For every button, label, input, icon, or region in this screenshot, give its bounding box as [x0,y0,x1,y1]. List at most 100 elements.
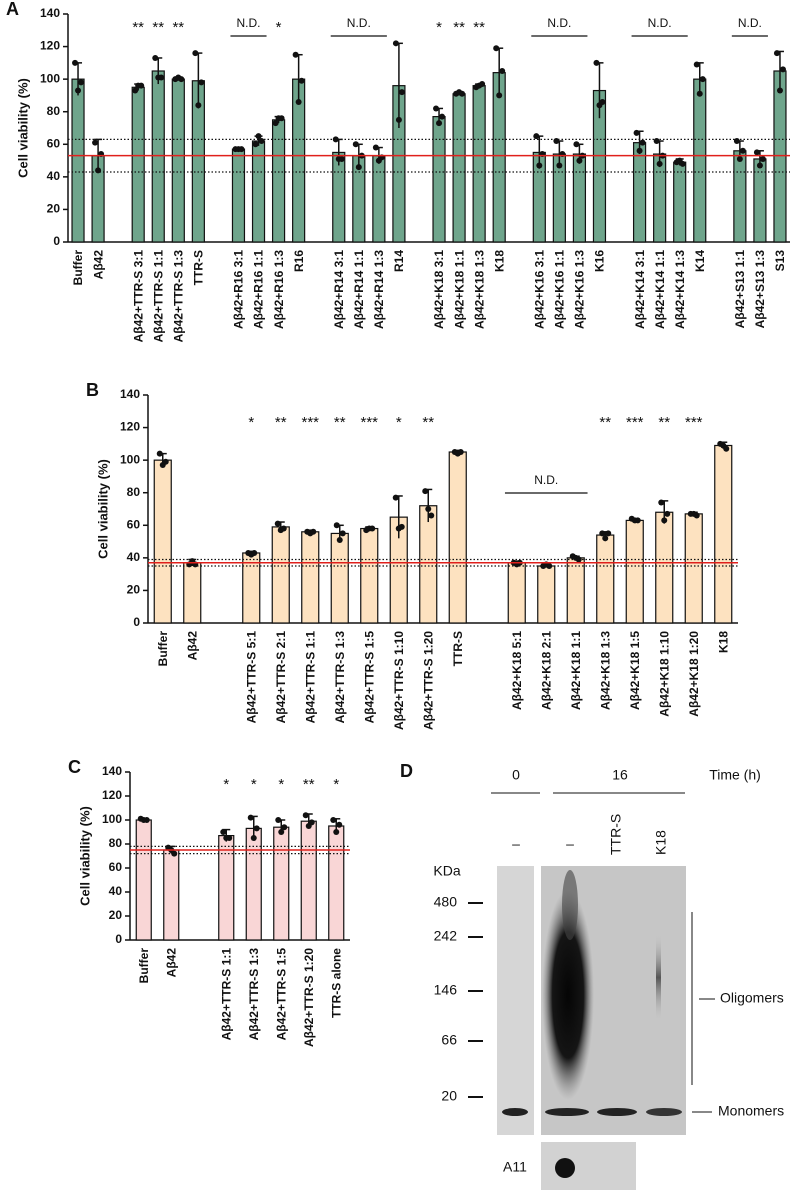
unit-label: KDa [433,863,460,879]
x-tick-label: Aβ42+K18 1:10 [657,631,671,717]
significance: ** [172,19,184,36]
nd-label: N.D. [237,16,261,30]
data-point [274,520,281,527]
x-tick-label: Aβ42+R14 1:1 [352,250,366,329]
band [545,1108,589,1116]
data-point [338,155,345,162]
x-tick-label: Aβ42+TTR-S 1:1 [151,250,165,343]
data-point [602,535,609,542]
significance: * [333,776,339,793]
bar [71,78,85,243]
data-point [398,523,405,530]
data-point [252,141,259,148]
data-point [247,814,254,821]
y-tick-label: 100 [120,452,140,466]
x-tick-label: TTR-S [451,631,465,666]
data-point [605,530,612,537]
data-point [633,129,640,136]
data-point [143,817,150,823]
data-point [158,74,165,81]
x-tick-label: Aβ42+K14 3:1 [633,250,647,329]
x-tick-label: Aβ42+TTR-S 1:3 [171,250,185,343]
data-point [723,445,730,452]
data-point [658,499,665,506]
y-tick-label: 120 [120,420,140,434]
bar [151,70,165,243]
bar [171,78,185,243]
bar [566,557,585,624]
data-point [280,525,287,532]
x-tick-label: Aβ42+R16 1:3 [272,250,286,329]
data-point [699,76,706,83]
bar [273,826,290,941]
x-tick-label: K18 [716,631,730,653]
x-tick-label: Aβ42+R14 3:1 [332,250,346,329]
y-axis-label: Cell viability (%) [95,459,110,559]
data-point [395,116,402,123]
y-tick-label: 60 [47,136,61,150]
blot-lane [497,866,534,1135]
data-point [220,829,227,835]
band [502,1108,528,1116]
data-point [759,155,766,162]
data-point [736,155,743,162]
x-tick-label: Aβ42+TTR-S 1:5 [362,631,376,724]
data-point [226,835,233,841]
data-point [599,530,606,537]
data-point [255,133,262,140]
data-point [459,90,466,97]
x-tick-label: Aβ42+K18 1:1 [569,631,583,710]
significance: *** [626,414,644,431]
data-point [156,450,163,457]
data-point [336,821,343,828]
y-tick-label: 0 [115,932,122,946]
x-tick-label: Aβ42 [185,631,199,661]
y-tick-label: 100 [40,71,60,85]
lane-label: K18 [653,830,669,855]
x-tick-label: Aβ42+TTR-S 1:20 [421,631,435,730]
data-point [739,147,746,154]
data-point [422,488,429,495]
data-point [78,79,85,86]
panel-label: C [68,757,81,777]
panel-label: A [6,0,19,19]
bar [419,505,438,624]
x-tick-label: Aβ42+R16 3:1 [232,250,246,329]
data-point [661,517,668,524]
data-point [333,829,340,835]
bar [572,153,587,243]
bar [330,532,349,624]
data-point [533,133,540,140]
bar [733,150,747,243]
significance: ** [599,414,611,431]
data-point [302,812,309,819]
y-tick-label: 80 [47,104,61,118]
marker-label: 66 [441,1032,457,1048]
data-point [369,525,376,532]
x-tick-label: Aβ42+K18 1:3 [598,631,612,710]
data-point [332,136,339,143]
x-tick-label: Aβ42+K16 1:3 [573,250,587,329]
x-tick-label: Aβ42+TTR-S 5:1 [244,631,258,724]
oligomer-smear [542,890,594,1100]
bar [135,819,152,941]
x-tick-label: Aβ42+K14 1:3 [673,250,687,329]
dot-blot-label: A11 [503,1159,527,1175]
significance: * [248,414,254,431]
data-point [679,160,686,167]
y-tick-label: 80 [127,485,141,499]
bar [360,527,379,624]
oligomer-smear [562,870,578,940]
data-point [308,819,315,826]
x-tick-label: S13 [773,250,787,272]
bar [218,834,235,941]
x-tick-label: K16 [593,250,607,272]
x-tick-label: Aβ42+TTR-S 1:1 [219,948,233,1041]
x-tick-label: Aβ42 [164,948,178,978]
y-tick-label: 20 [109,908,123,922]
bar [372,155,386,243]
x-tick-label: Aβ42+K18 1:1 [452,250,466,329]
lane-label: – [566,836,574,852]
data-point [479,81,486,88]
